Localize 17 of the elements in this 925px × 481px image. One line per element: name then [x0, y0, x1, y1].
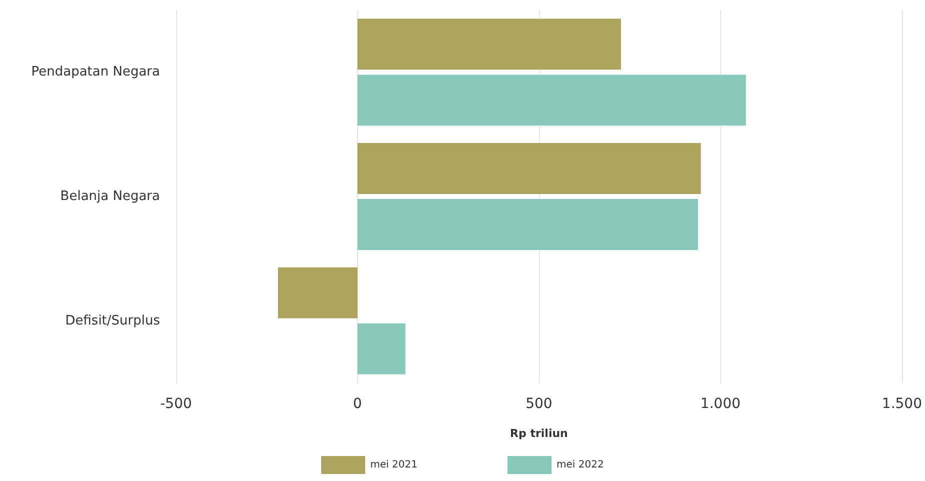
bar	[357, 18, 622, 70]
bar	[357, 143, 701, 194]
x-tick-label: 1.500	[882, 396, 922, 412]
bar	[357, 323, 406, 374]
y-tick-label: Belanja Negara	[60, 189, 160, 204]
y-tick-label: Defisit/Surplus	[65, 313, 160, 328]
x-tick-label: 1.000	[700, 396, 741, 412]
legend-label: mei 2022	[556, 460, 604, 470]
legend-label: mei 2021	[370, 460, 418, 470]
x-tick-label: -500	[160, 396, 192, 412]
x-axis-title: Rp triliun	[510, 427, 568, 440]
y-tick-label: Pendapatan Negara	[31, 64, 160, 80]
x-tick-label: 500	[526, 396, 552, 412]
bar	[278, 267, 358, 318]
x-tick-label: 0	[353, 396, 362, 412]
bar	[357, 74, 746, 126]
bar	[357, 199, 698, 250]
